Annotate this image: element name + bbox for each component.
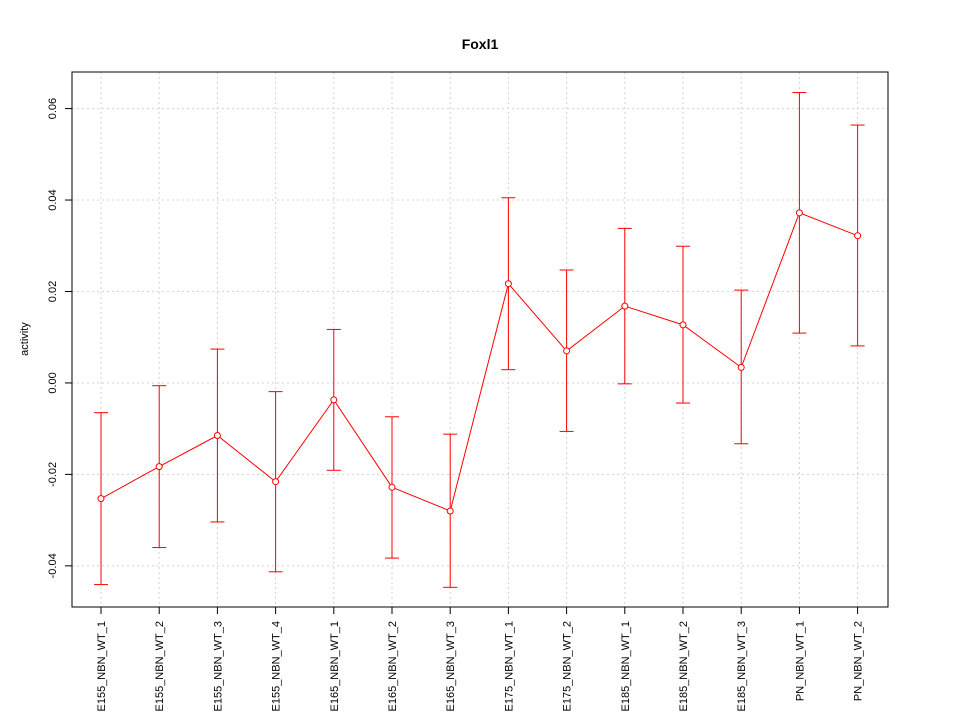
- axes: E155_NBN_WT_1 E155_NBN_WT_2 E155_NBN_WT_3 E…: [47, 98, 865, 712]
- data-point: [388, 483, 396, 491]
- x-tick-label: E165_NBN_WT_2: [387, 621, 399, 712]
- y-tick-label: 0.00: [47, 372, 59, 393]
- grid: [72, 72, 888, 607]
- x-tick-label: E165_NBN_WT_1: [329, 621, 341, 712]
- y-tick-label: -0.02: [47, 462, 59, 487]
- x-tick-label: PN_NBN_WT_2: [853, 621, 865, 701]
- data-point: [446, 507, 454, 515]
- x-tick-label: E185_NBN_WT_1: [620, 621, 632, 712]
- x-tick-label: E155_NBN_WT_1: [96, 621, 108, 712]
- plot-frame: [71, 71, 889, 608]
- y-tick-label: 0.02: [47, 281, 59, 302]
- data-point: [155, 463, 163, 471]
- series-line: [100, 212, 858, 512]
- data-point: [795, 209, 803, 217]
- y-tick-label: 0.06: [47, 98, 59, 119]
- x-tick-label: E155_NBN_WT_3: [212, 621, 224, 712]
- y-tick-label: 0.04: [47, 189, 59, 210]
- data-point: [213, 432, 221, 440]
- x-tick-label: E165_NBN_WT_3: [445, 621, 457, 712]
- data-point: [504, 280, 512, 288]
- x-tick-label: E175_NBN_WT_1: [503, 621, 515, 712]
- data-series: [94, 92, 865, 588]
- data-point: [272, 478, 280, 486]
- chart-title: Foxl1: [462, 36, 499, 52]
- x-tick-label: E155_NBN_WT_4: [271, 621, 283, 712]
- x-tick-label: E155_NBN_WT_2: [154, 621, 166, 712]
- data-point: [679, 321, 687, 329]
- data-point: [97, 495, 105, 503]
- x-tick-label: E185_NBN_WT_2: [678, 621, 690, 712]
- data-point: [737, 363, 745, 371]
- y-axis-label: activity: [19, 322, 31, 356]
- data-point: [621, 302, 629, 310]
- x-tick-label: E175_NBN_WT_2: [562, 621, 574, 712]
- data-point: [854, 232, 862, 240]
- data-point: [330, 396, 338, 404]
- x-tick-label: E185_NBN_WT_3: [736, 621, 748, 712]
- data-point: [563, 347, 571, 355]
- x-tick-label: PN_NBN_WT_1: [794, 621, 806, 701]
- y-tick-label: -0.04: [47, 553, 59, 578]
